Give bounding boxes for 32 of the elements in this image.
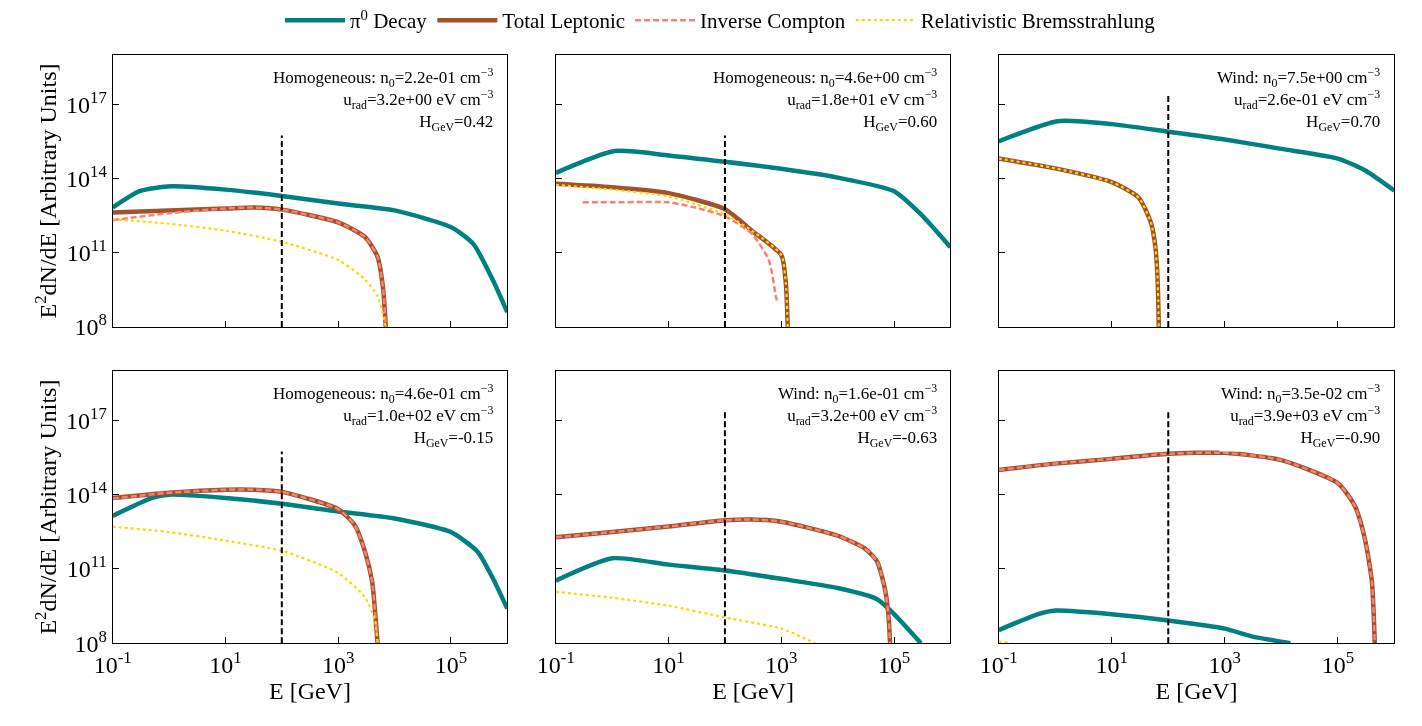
x-tick-label: 10$^{3}$	[765, 648, 798, 679]
x-tick-label: 10$^{1}$	[209, 648, 242, 679]
legend-label: π$^{0}$ Decay	[350, 6, 428, 34]
text: Wind: n$_{0}$=7.5e+00 cm$^{−3}$ u$_{rad}$=2.6e-01 eV cm$^{−3}$ H$_{GeV}$=0.70	[1217, 65, 1381, 134]
y-tick-label: 10$^{17}$	[66, 403, 107, 434]
x-tick-label: 10$^{3}$	[321, 648, 355, 679]
y-tick-label: 10$^{14}$	[66, 161, 108, 193]
text: Homogeneous: n$_{0}$=2.2e-01 cm$^{−3}$ u$_{rad}$=3.2e+00 eV cm$^{−3}$ H$_{GeV}$=0.42	[273, 65, 494, 134]
y-tick-label: 10$^{8}$	[74, 626, 107, 657]
y-tick-label: 10$^{8}$	[74, 310, 107, 341]
x-tick-label: 10$^{5}$	[877, 648, 911, 679]
x-tick-label: 10$^{-1}$	[979, 648, 1018, 679]
y-tick-label: 10$^{14}$	[66, 478, 108, 509]
x-tick-label: 10$^{3}$	[1208, 648, 1241, 679]
text: Homogeneous: n$_{0}$=4.6e+00 cm$^{−3}$ u$_{rad}$=1.8e+01 eV cm$^{−3}$ H$_{GeV}$=0.60	[713, 65, 938, 134]
x-axis-title: E [GeV]	[269, 678, 351, 705]
x-axis-title: E [GeV]	[1155, 678, 1238, 705]
text: Homogeneous: n$_{0}$=4.6e-01 cm$^{−3}$ u$_{rad}$=1.0e+02 eV cm$^{−3}$ H$_{GeV}$=-0.15	[273, 381, 494, 450]
legend-label: Inverse Compton	[700, 9, 846, 34]
text: Wind: n$_{0}$=1.6e-01 cm$^{−3}$ u$_{rad}$=3.2e+00 eV cm$^{−3}$ H$_{GeV}$=-0.63	[778, 381, 938, 450]
x-tick-label: 10$^{-1}$	[536, 648, 575, 679]
y-tick-label: 10$^{11}$	[66, 236, 107, 267]
x-tick-label: 10$^{1}$	[1095, 648, 1128, 679]
legend-label: Relativistic Bremsstrahlung	[920, 9, 1156, 34]
x-tick-label: 10$^{1}$	[652, 648, 685, 679]
x-tick-label: 10$^{5}$	[1321, 648, 1355, 679]
y-tick-label: 10$^{17}$	[66, 87, 107, 118]
x-axis-title: E [GeV]	[712, 678, 795, 705]
legend-label: Total Leptonic	[502, 9, 626, 34]
y-tick-label: 10$^{11}$	[66, 552, 107, 583]
x-tick-label: 10$^{5}$	[434, 648, 468, 679]
text: Wind: n$_{0}$=3.5e-02 cm$^{−3}$ u$_{rad}$=3.9e+03 eV cm$^{−3}$ H$_{GeV}$=-0.90	[1221, 381, 1381, 450]
